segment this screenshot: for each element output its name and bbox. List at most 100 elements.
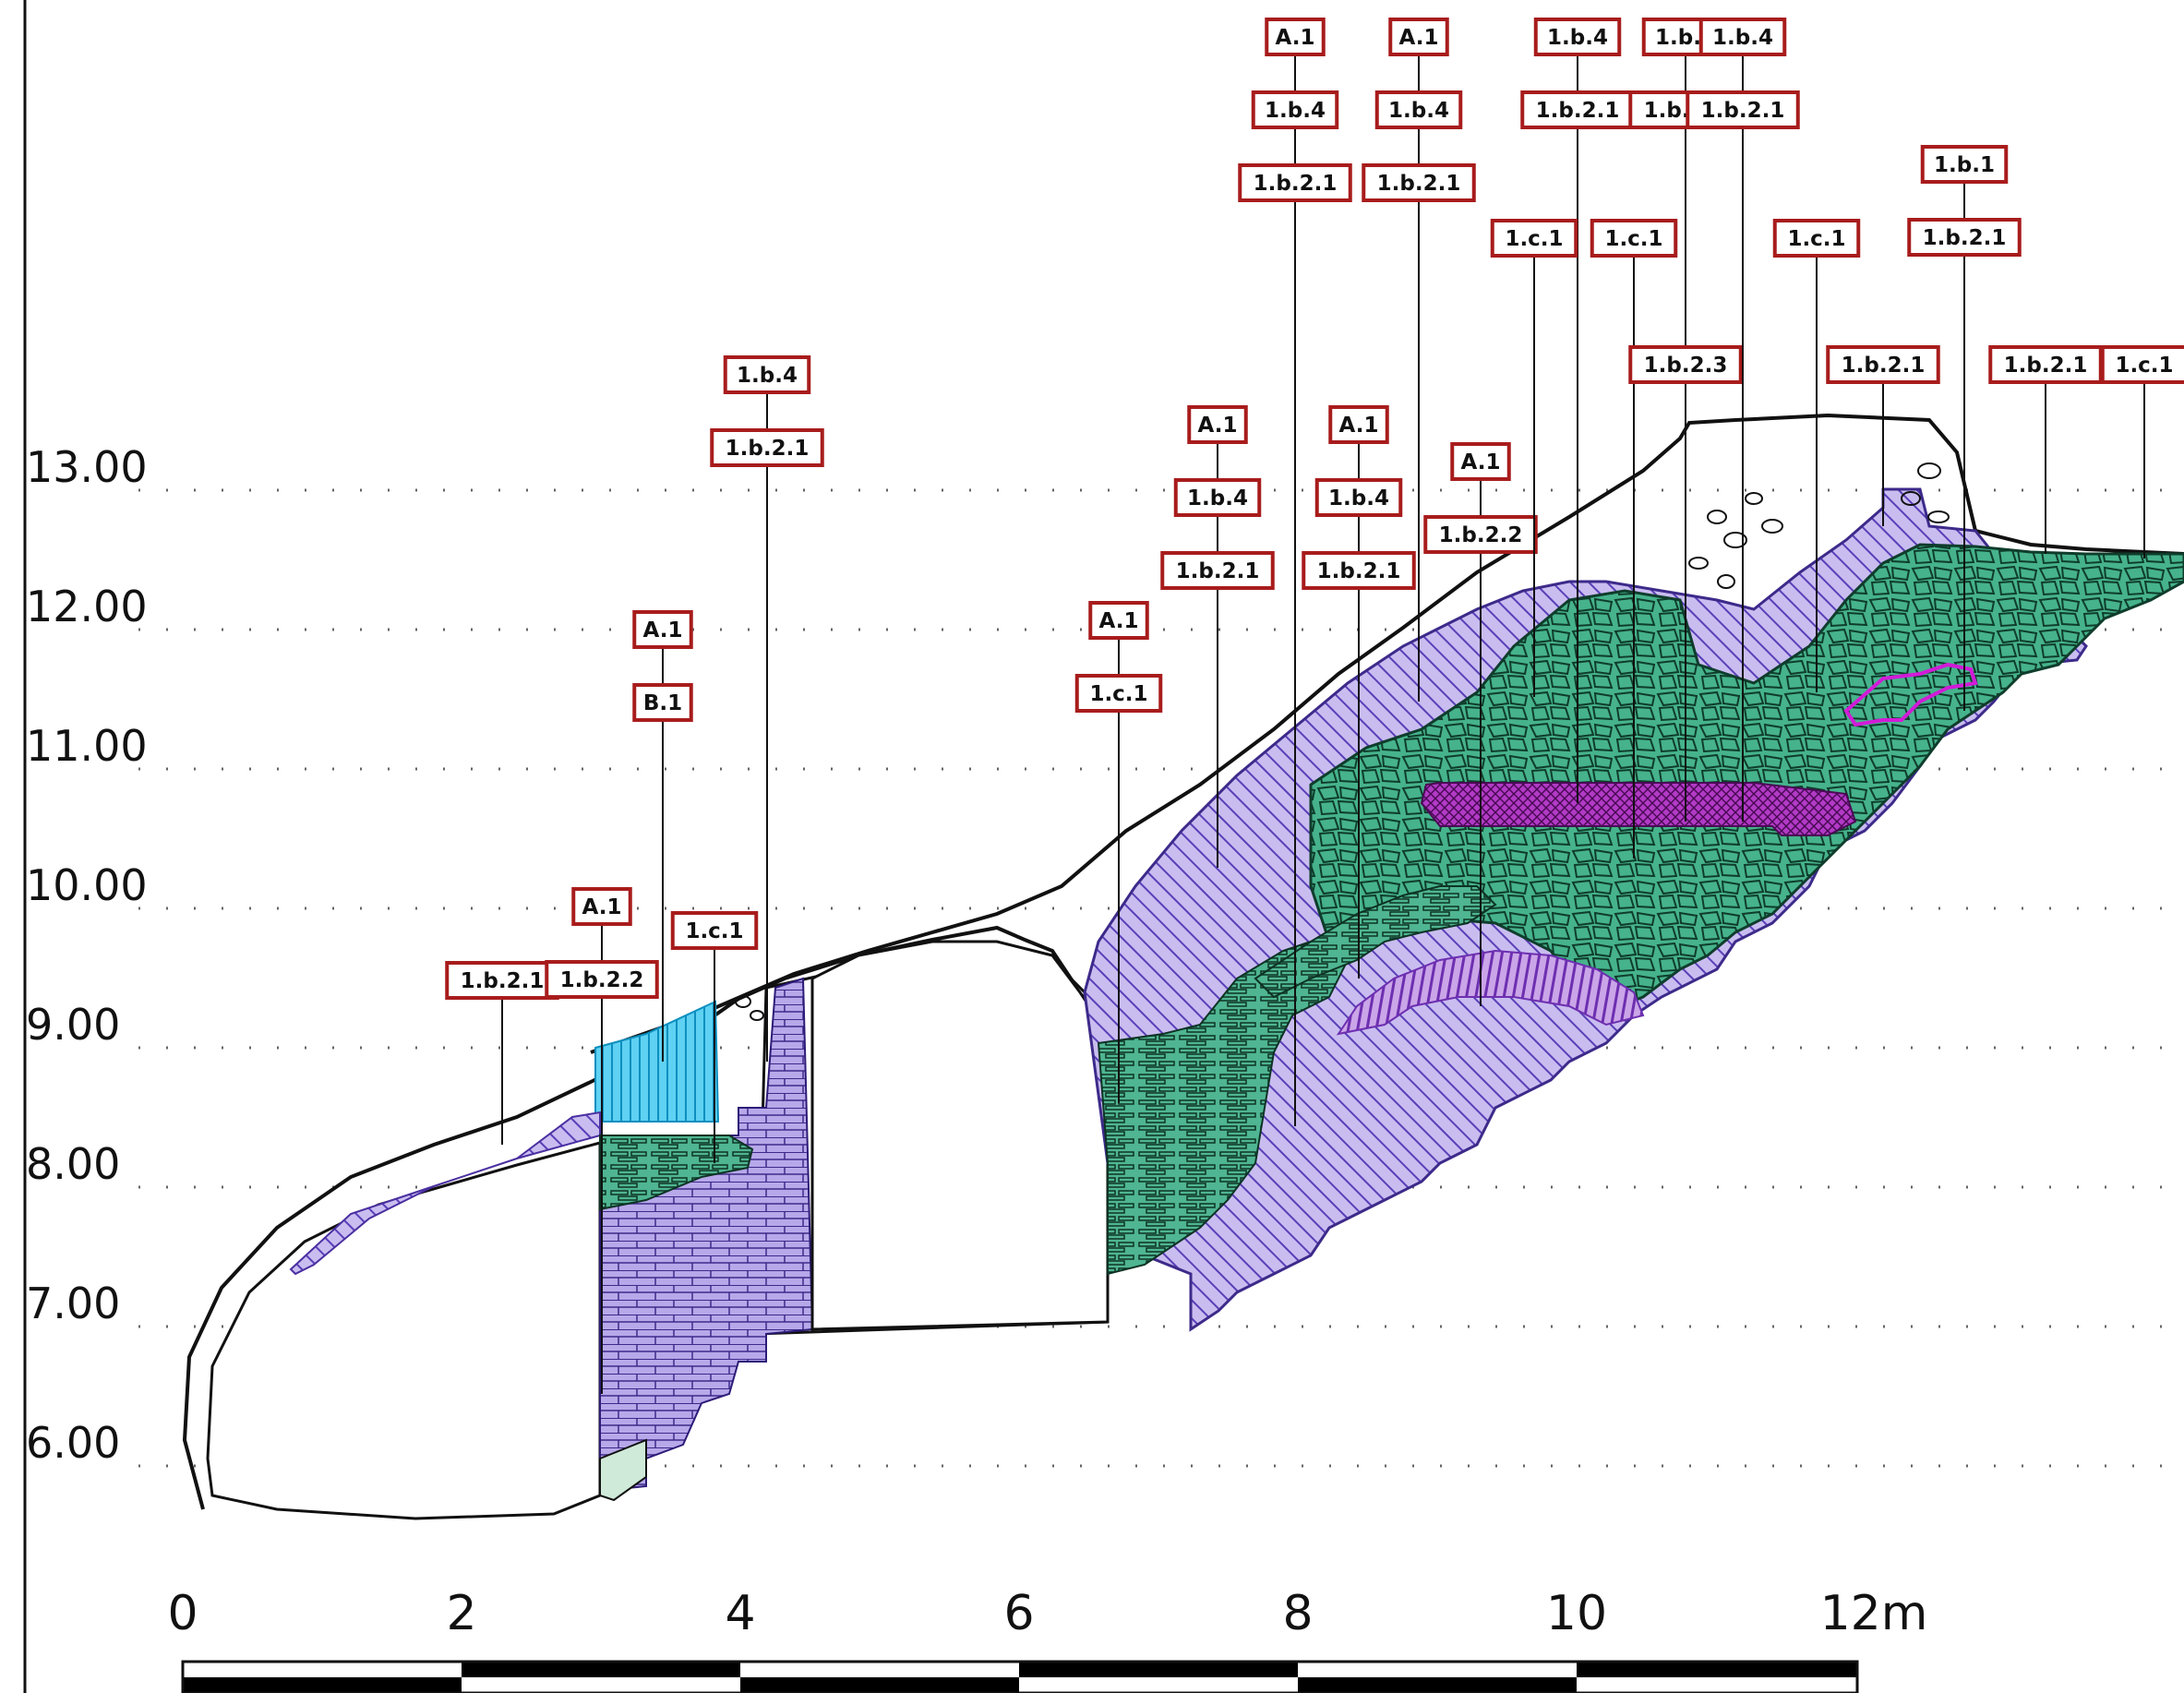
- scale-segment: [462, 1677, 740, 1693]
- unit-tag-box: [1251, 90, 1339, 129]
- unit-tag-label: A.1: [1339, 414, 1379, 438]
- unit-tag-label: 1.b.2.2: [1439, 523, 1523, 547]
- unit-tag-box: [1698, 18, 1787, 56]
- label-stack: 1.b.4 1.b.2.1: [1686, 18, 1800, 822]
- vault-arch: [1336, 949, 1645, 1036]
- unit-label-tags: 1.b.2.1 A.1 1.b.2.2 A.1 B.1 1.c.1 1.b.4 1.b.2.1…: [445, 18, 2184, 1394]
- unit-tag-box: [1088, 601, 1149, 640]
- unit-tag-label: 1.b.2.1: [1377, 172, 1461, 196]
- unit-tag-box: [1533, 18, 1622, 56]
- scale-segment: [183, 1677, 462, 1693]
- unit-tag-box: [1907, 218, 2022, 257]
- elevation-label: 8.00: [26, 1139, 120, 1189]
- unit-tag-box: [1265, 18, 1326, 56]
- scale-segment: [462, 1662, 740, 1677]
- scale-tick-label: 6: [1003, 1586, 1034, 1641]
- scale-segment: [1019, 1662, 1298, 1677]
- ground-surface-line: [590, 413, 2184, 1054]
- unit-tag-box: [1826, 345, 1940, 384]
- unit-tag-label: 1.b.4: [737, 364, 798, 388]
- label-stack: 1.b.1 1.b.2.1: [1907, 145, 2022, 711]
- rubble-stones: [735, 462, 1950, 1021]
- label-stack: 1.c.1: [1490, 219, 1578, 697]
- unit-tag-label: A.1: [582, 895, 622, 919]
- unit-tag-box: [1362, 163, 1476, 202]
- unit-tag-label: 1.b.2.2: [560, 968, 644, 992]
- label-stack: 1.b.2.1: [445, 961, 559, 1145]
- unit-tag-label: 1.b.2.1: [1923, 226, 2007, 250]
- scale-segment: [1577, 1662, 1857, 1677]
- unit-tag-label: A.1: [1198, 414, 1238, 438]
- unit-tag-label: 1.b.2.1: [726, 437, 810, 461]
- scale-segment: [1577, 1677, 1857, 1693]
- unit-tag-label: 1.c.1: [1089, 682, 1147, 706]
- label-stack: A.1 B.1: [632, 610, 693, 1062]
- unit-tag-label: 1.b.4: [1712, 26, 1773, 50]
- unit-tag-box: [1686, 90, 1800, 129]
- unit-tag-label: B.1: [643, 691, 682, 715]
- unit-tag-label: 1.c.1: [1505, 227, 1563, 251]
- unit-tag-label: 1.c.1: [1604, 227, 1662, 251]
- scale-segment: [183, 1662, 462, 1677]
- unit-tag-box: [1490, 219, 1578, 258]
- unit-tag-label: 1.b.4: [1187, 486, 1248, 510]
- fill-unit-magenta-band: [1420, 782, 1857, 836]
- unit-tag-label: 1.b.2.1: [1317, 559, 1401, 583]
- unit-tag-box: [670, 911, 759, 950]
- scale-segment: [740, 1677, 1019, 1693]
- label-stack: 1.b.4 1.b.2.1: [1520, 18, 1635, 803]
- unit-tag-label: 1.b.2.1: [1842, 354, 1926, 378]
- unit-tag-label: 1.c.1: [1787, 227, 1845, 251]
- unit-tag-box: [545, 960, 659, 999]
- section-profile: [182, 413, 2184, 1520]
- label-stack: A.1 1.b.2.2: [1423, 442, 1538, 1006]
- label-stack: 1.b.2.3: [1628, 345, 1743, 785]
- fill-unit-magenta-outline: [1843, 662, 1978, 727]
- unit-tag-label: 1.b.2.1: [1176, 559, 1260, 583]
- unit-tag-box: [1074, 674, 1163, 713]
- scale-tick-label: 2: [446, 1586, 476, 1641]
- unit-tag-label: 1.b.2.3: [1644, 354, 1728, 378]
- cave-inner-outline-left: [206, 1141, 602, 1520]
- unit-tag-box: [1423, 515, 1538, 554]
- label-stack: 1.c.1: [1590, 219, 1678, 859]
- unit-tag-label: A.1: [1099, 609, 1139, 633]
- scale-segment: [1298, 1662, 1577, 1677]
- scale-segment: [1019, 1677, 1298, 1693]
- unit-tag-box: [1628, 345, 1743, 384]
- vaulted-room: [810, 940, 1110, 1331]
- unit-tag-box: [1772, 219, 1861, 258]
- elevation-label: 7.00: [26, 1279, 120, 1328]
- unit-tag-box: [1920, 145, 2009, 184]
- unit-tag-label: A.1: [1461, 450, 1501, 474]
- unit-tag-box: [571, 887, 632, 926]
- label-stack: 1.c.1: [670, 911, 759, 1163]
- unit-tag-label: 1.b.2.1: [1536, 99, 1620, 123]
- unit-tag-box: [1187, 405, 1248, 444]
- scale-tick-label: 8: [1282, 1586, 1313, 1641]
- label-stack: 1.b.2.1: [1826, 345, 1940, 526]
- unit-tag-label: 1.b.2.1: [2004, 354, 2088, 378]
- scale-bar: 0 2 4 6 8 10 12m: [167, 1586, 1927, 1693]
- unit-tag-label: A.1: [1276, 26, 1315, 50]
- unit-tag-box: [1328, 405, 1389, 444]
- unit-tag-box: [1302, 551, 1416, 590]
- label-stack: A.1 1.b.4 1.b.2.1: [1302, 405, 1416, 979]
- elevation-label: 12.00: [26, 582, 148, 631]
- unit-tag-box: [632, 683, 693, 722]
- fill-unit-cyan: [594, 1000, 720, 1123]
- scale-tick-label: 12m: [1820, 1586, 1928, 1641]
- unit-tag-box: [1314, 478, 1403, 517]
- label-stack: A.1 1.b.4 1.b.2.1: [1362, 18, 1476, 702]
- unit-tag-label: 1.c.1: [685, 919, 743, 943]
- scale-segment: [1298, 1677, 1577, 1693]
- unit-tag-label: A.1: [643, 618, 683, 642]
- masonry-green-lower: [1097, 940, 1350, 1276]
- scale-segment: [740, 1662, 1019, 1677]
- elevation-labels: 13.00 12.00 11.00 10.00 9.00 8.00 7.00 6…: [26, 442, 148, 1468]
- unit-tag-box: [445, 961, 559, 1000]
- unit-tag-box: [1160, 551, 1275, 590]
- unit-tag-box: [710, 428, 824, 467]
- label-stack: 1.b.2.1: [1988, 345, 2103, 554]
- unit-tag-box: [1450, 442, 1511, 481]
